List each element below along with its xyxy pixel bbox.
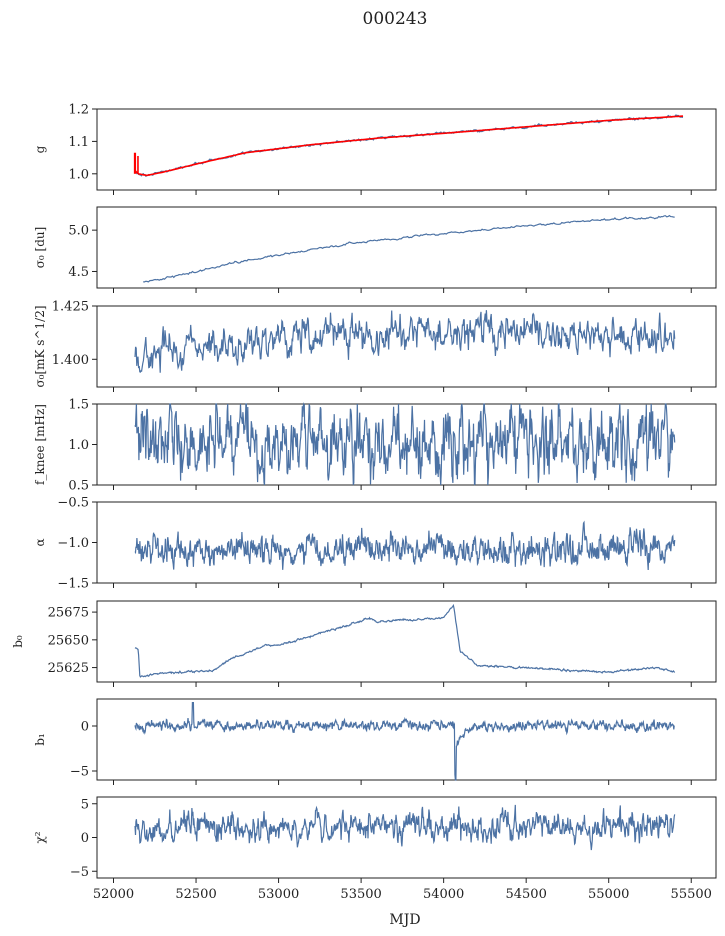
y-tick-label: 5.0	[68, 224, 89, 239]
series-line	[134, 702, 675, 781]
y-axis-label: b₀	[11, 635, 25, 648]
y-axis-label: b₁	[33, 733, 47, 746]
y-tick-label: −0.5	[57, 496, 89, 511]
y-axis-label: g	[33, 145, 47, 153]
y-tick-label: −1.5	[57, 577, 89, 592]
series-line	[134, 603, 676, 678]
y-tick-label: 0	[81, 831, 89, 846]
panel-3: 1.400 1.425 σ₀[mK s^1/2]	[33, 300, 717, 392]
x-tick-label: 54500	[505, 887, 546, 902]
axes-frame	[96, 108, 717, 191]
y-tick-label: 1.425	[52, 300, 89, 315]
y-tick-label: 0.5	[68, 479, 89, 494]
x-tick-label: 55000	[588, 887, 629, 902]
y-tick-label: 25650	[48, 633, 89, 648]
x-tick-label: 55500	[671, 887, 712, 902]
series-line	[134, 310, 676, 373]
panel-2: 4.5 5.0 σ₀ [du]	[33, 206, 717, 293]
y-tick-label: 1.2	[68, 103, 89, 118]
panel-5: −1.5 −1.0 −0.5 α	[33, 496, 717, 592]
x-tick-label: 52000	[93, 887, 134, 902]
y-tick-label: 0	[81, 720, 89, 735]
figure-title: 000243	[363, 9, 428, 29]
x-tick-label: 54000	[423, 887, 464, 902]
panel-7: −5 0 b₁	[33, 698, 717, 785]
axes-frame	[96, 698, 717, 781]
fit-line	[134, 115, 684, 177]
y-tick-label: 1.0	[68, 438, 89, 453]
axes-frame	[96, 600, 717, 683]
series-line	[134, 520, 676, 571]
y-axis-label: σ₀ [du]	[33, 227, 47, 269]
y-tick-label: −5	[70, 765, 89, 780]
y-tick-label: 1.5	[68, 398, 89, 413]
x-axis-label: MJD	[389, 912, 420, 928]
panel-4: 0.5 1.0 1.5 f_knee [mHz]	[33, 398, 717, 494]
y-tick-label: 25675	[48, 606, 89, 621]
y-tick-label: 1.0	[68, 167, 89, 182]
y-tick-label: −5	[70, 865, 89, 880]
series-line	[134, 402, 676, 486]
x-tick-label: 52500	[175, 887, 216, 902]
panel-1: 1.0 1.1 1.2 g	[33, 103, 717, 195]
y-axis-label: σ₀[mK s^1/2]	[33, 305, 47, 387]
y-tick-label: 1.1	[68, 135, 89, 150]
series-line	[134, 114, 684, 178]
y-tick-label: 25625	[48, 661, 89, 676]
axes-frame	[96, 206, 717, 289]
y-tick-label: −1.0	[57, 536, 89, 551]
series-line	[134, 804, 676, 851]
series-line	[143, 214, 675, 283]
y-tick-label: 5	[81, 797, 89, 812]
panels: 1.0 1.1 1.2 g 4.5 5.0 σ₀ [du] 1.400 1.425 σ₀[mK s…	[11, 103, 717, 902]
axes-frame	[96, 305, 717, 388]
panel-8: 52000 52500 53000 53500 54000 54500 55000 55500…	[33, 796, 717, 902]
y-tick-label: 1.400	[52, 353, 89, 368]
axes-frame	[96, 796, 717, 879]
y-axis-label: α	[33, 538, 47, 546]
y-axis-label: χ²	[33, 831, 47, 843]
y-axis-label: f_knee [mHz]	[33, 404, 47, 485]
panel-6: 25625 25650 25675 b₀	[11, 600, 717, 687]
x-tick-label: 53500	[340, 887, 381, 902]
y-tick-label: 4.5	[68, 265, 89, 280]
x-tick-label: 53000	[258, 887, 299, 902]
